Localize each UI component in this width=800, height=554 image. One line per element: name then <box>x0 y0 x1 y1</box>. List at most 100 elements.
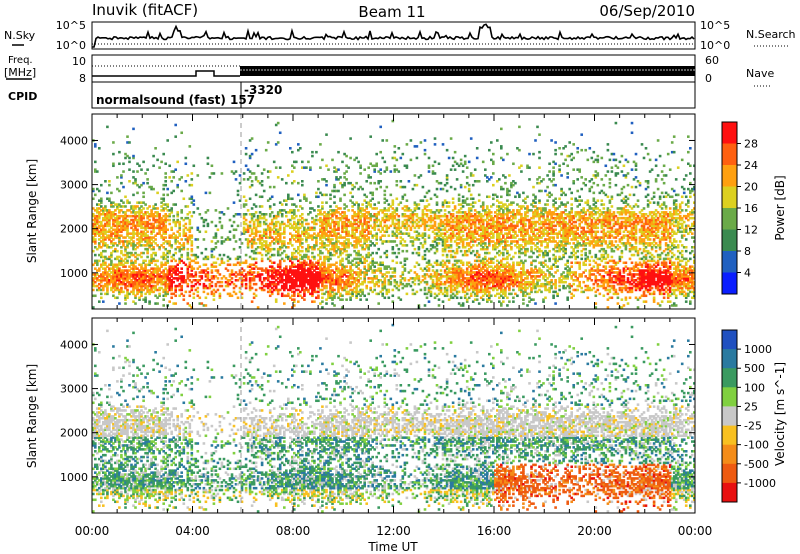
power-cell <box>112 290 115 294</box>
power-cell <box>234 178 238 181</box>
power-cell <box>148 279 151 282</box>
power-cell <box>447 224 451 228</box>
power-cell <box>339 176 342 179</box>
power-cell <box>124 261 127 265</box>
power-cell <box>319 166 322 169</box>
power-cell <box>379 255 383 259</box>
power-cell <box>301 257 304 261</box>
power-cell <box>481 298 485 301</box>
power-cell <box>138 271 141 274</box>
power-cell <box>176 246 180 249</box>
power-cell <box>315 234 318 237</box>
power-cell <box>148 284 151 288</box>
power-cell <box>371 257 375 261</box>
power-cell <box>96 247 99 251</box>
power-cell <box>140 255 143 259</box>
power-cell <box>184 279 188 282</box>
power-cell <box>347 181 350 185</box>
power-cell <box>132 265 135 268</box>
power-cell <box>441 224 445 228</box>
power-cell <box>166 271 170 274</box>
power-cell <box>477 180 481 183</box>
power-cell <box>260 180 264 183</box>
power-cells <box>92 119 695 309</box>
power-cell <box>182 230 186 234</box>
power-cell <box>481 246 485 249</box>
power-cell <box>443 244 447 247</box>
power-cell <box>465 271 469 274</box>
power-cell <box>307 222 310 226</box>
power-cell <box>186 240 190 243</box>
power-cell <box>156 275 159 278</box>
power-cell <box>353 277 356 280</box>
power-cell <box>106 284 109 288</box>
power-cell <box>256 246 260 249</box>
power-cell <box>469 286 473 290</box>
power-cell <box>234 271 238 274</box>
power-cell <box>335 279 338 282</box>
power-cell <box>451 234 455 237</box>
power-cell <box>162 183 166 187</box>
power-cell <box>214 232 218 235</box>
power-cell <box>110 288 113 292</box>
power-cell <box>120 259 123 263</box>
power-cell <box>329 230 332 234</box>
power-cell <box>457 265 461 268</box>
power-cell <box>124 156 127 160</box>
power-cell <box>190 236 194 239</box>
power-cell <box>94 280 97 284</box>
power-cell <box>162 251 166 255</box>
power-cell <box>479 269 483 272</box>
power-cell <box>375 277 379 280</box>
power-cell <box>471 288 475 292</box>
power-cell <box>299 244 302 247</box>
power-cell <box>112 242 115 245</box>
power-cell <box>110 214 113 218</box>
power-cell <box>471 222 475 226</box>
power-cell <box>146 244 149 247</box>
power-cell <box>484 228 487 232</box>
power-cell <box>385 265 389 268</box>
power-cell <box>174 286 178 290</box>
power-cell <box>112 152 115 156</box>
power-cell <box>170 269 174 272</box>
power-cell <box>359 259 362 263</box>
power-cell <box>266 247 270 251</box>
power-cell <box>407 214 411 218</box>
power-cell <box>467 236 471 239</box>
power-cell <box>276 288 280 292</box>
power-cell <box>122 224 125 228</box>
power-cell <box>130 232 133 235</box>
power-cell <box>297 228 300 232</box>
power-cell <box>433 224 437 228</box>
power-cell <box>329 296 332 300</box>
power-cell <box>276 265 280 268</box>
power-cell <box>293 304 296 307</box>
power-cell <box>270 218 274 222</box>
power-cell <box>150 238 153 241</box>
power-cell <box>351 282 354 286</box>
power-cell <box>345 214 348 218</box>
power-cell <box>401 238 405 241</box>
power-cell <box>174 242 178 245</box>
power-cell <box>132 211 135 214</box>
power-cell <box>287 174 290 177</box>
power-cell <box>325 302 328 305</box>
power-cell <box>156 244 159 247</box>
power-cell <box>301 249 304 253</box>
power-cell <box>102 216 105 220</box>
noise-right-tick-bottom: 10^0 <box>700 39 730 52</box>
power-cell <box>371 164 375 168</box>
power-cell <box>441 275 445 278</box>
power-cell <box>92 240 95 243</box>
power-cell <box>341 294 344 298</box>
power-cell <box>268 207 272 210</box>
power-cell <box>315 242 318 245</box>
power-cell <box>371 207 375 210</box>
power-cell <box>158 222 161 226</box>
power-cell <box>371 251 375 255</box>
power-cell <box>339 298 342 301</box>
power-cell <box>130 261 133 265</box>
power-cell <box>266 282 270 286</box>
power-cell <box>321 201 324 204</box>
